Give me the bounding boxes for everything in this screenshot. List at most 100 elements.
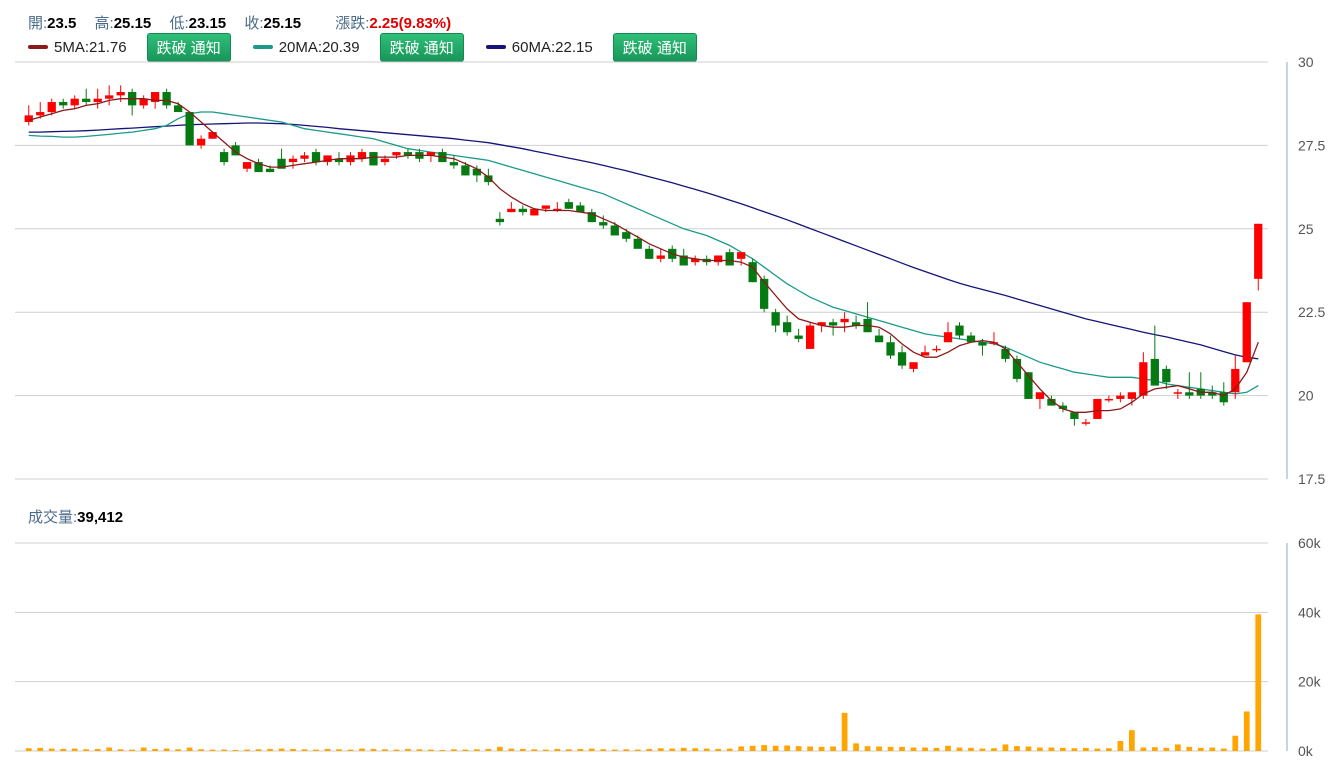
candle [599, 215, 608, 229]
ma20-polyline [28, 111, 1259, 395]
candle [587, 208, 596, 223]
candle [1081, 418, 1091, 426]
candle-body [185, 112, 194, 146]
candle [1058, 402, 1068, 413]
volume-bar [1037, 747, 1043, 751]
candle-body [771, 312, 780, 326]
candle-body [633, 238, 642, 249]
candle-body [219, 152, 229, 163]
candle [932, 345, 941, 353]
volume-bar [186, 747, 193, 751]
candle-body [1127, 392, 1136, 399]
candlesticks [24, 85, 1263, 426]
candle [1012, 355, 1022, 383]
ma60-legend: 60MA:22.15 [485, 39, 593, 56]
candle-body [564, 202, 573, 209]
volume-label: 成交量: [28, 509, 78, 526]
candle-body [151, 92, 160, 103]
candle-body [300, 155, 309, 159]
volume-bar [910, 747, 917, 751]
candle-body [139, 98, 148, 106]
volume-bar [1163, 747, 1170, 751]
volume-bar [887, 746, 894, 751]
volume-bar [726, 748, 733, 751]
volume-bar [577, 748, 584, 751]
ma20-alert-button[interactable]: 跌破 通知 [379, 32, 464, 62]
open-value: 23.5 [47, 15, 77, 32]
candle-body [1139, 362, 1148, 396]
candle [874, 328, 884, 343]
volume-bar [428, 749, 434, 751]
candle-body [530, 208, 539, 216]
candle-body [989, 342, 999, 344]
volume-bar [60, 748, 67, 751]
candle [47, 98, 56, 116]
candle-body [1173, 392, 1182, 394]
candle-body [874, 335, 884, 343]
candle-body [599, 222, 608, 226]
candle [507, 202, 516, 213]
candle-body [254, 162, 263, 173]
volume-value: 39,412 [77, 509, 124, 526]
candle-body [484, 175, 493, 183]
candle [817, 322, 826, 333]
ma5-alert-button[interactable]: 跌破 通知 [146, 32, 231, 62]
volume-bar [715, 748, 722, 751]
candle-body [714, 255, 723, 263]
candle-body [610, 225, 619, 236]
volume-bar [738, 746, 745, 751]
volume-bar [1232, 735, 1239, 751]
candle-body [1024, 372, 1033, 399]
candle-body [518, 208, 527, 213]
candle [1093, 398, 1102, 419]
candle [863, 302, 872, 333]
candle-body [1162, 368, 1171, 383]
volume-bar [83, 749, 90, 751]
candle [1185, 372, 1194, 399]
candle-body [794, 335, 803, 339]
volume-bar [25, 748, 32, 751]
candle-body [507, 208, 516, 213]
price-tick-label: 27.5 [1298, 137, 1325, 153]
candle-body [1231, 368, 1240, 393]
volume-bar [853, 743, 859, 751]
ma60-alert-button[interactable]: 跌破 通知 [612, 32, 697, 62]
volume-bars [25, 614, 1262, 751]
volume-bar [1255, 614, 1262, 751]
candle-body [587, 212, 596, 223]
candle-body [576, 205, 585, 213]
volume-bar [542, 749, 549, 751]
open-label: 開: [28, 15, 48, 32]
ma60-line [28, 122, 1259, 360]
candle [1254, 223, 1263, 291]
volume-bar [439, 749, 446, 751]
price-tick-label: 30 [1298, 54, 1314, 70]
candle-body [242, 162, 252, 169]
volume-bar [37, 747, 44, 751]
close-value: 25.15 [263, 15, 302, 32]
candle-body [162, 92, 171, 106]
candle-body [369, 152, 378, 166]
candle [920, 345, 930, 356]
candle-body [392, 152, 401, 156]
candle-body [978, 342, 987, 346]
volume-bar [278, 748, 285, 751]
candle [656, 248, 665, 263]
candle-body [323, 155, 332, 163]
candle [989, 332, 999, 346]
candle-body [105, 95, 114, 99]
volume-bar [1117, 740, 1124, 751]
volume-bar [933, 747, 940, 751]
candle-body [943, 332, 953, 343]
candle-body [656, 255, 665, 259]
low-value: 23.15 [188, 15, 227, 32]
volume-bar [864, 746, 871, 751]
candle-body [828, 322, 838, 326]
candle-body [909, 362, 918, 369]
volume-bar [1140, 747, 1147, 751]
candle-body [426, 152, 436, 156]
volume-bar [485, 748, 492, 751]
candle-body [691, 258, 700, 263]
candle-body [288, 158, 298, 163]
